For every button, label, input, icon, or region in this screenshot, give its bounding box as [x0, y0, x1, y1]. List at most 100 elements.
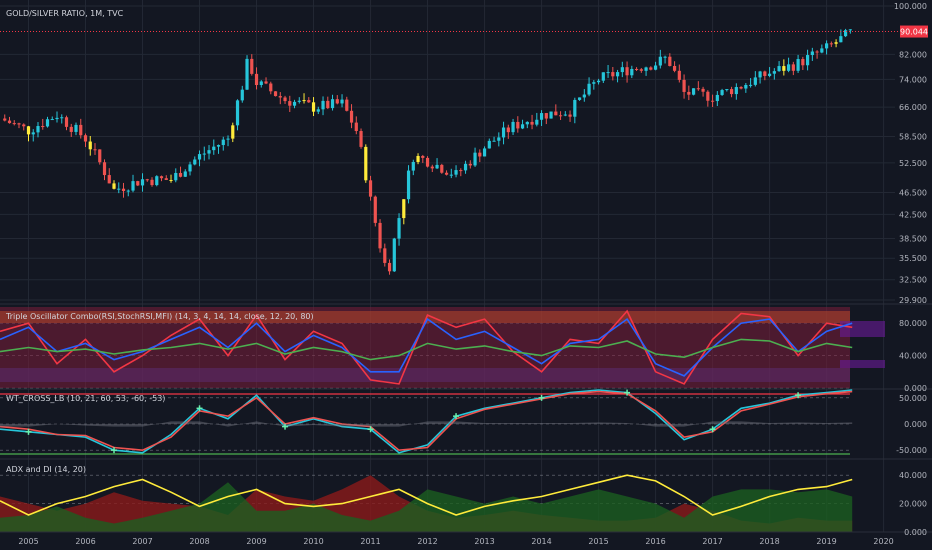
candle-body	[691, 88, 696, 95]
candle-body	[226, 138, 230, 140]
candle-body	[174, 172, 178, 181]
candle-body	[554, 111, 558, 116]
x-tick-label: 2019	[816, 537, 836, 546]
candle-body	[653, 65, 658, 70]
candle-body	[577, 97, 582, 100]
x-tick-label: 2011	[360, 537, 380, 546]
candle-body	[335, 99, 339, 104]
candle-body	[340, 99, 344, 104]
candle-body	[302, 100, 306, 102]
candle-body	[473, 152, 477, 166]
candle-body	[159, 176, 164, 179]
y-tick-label: 58.500	[899, 133, 927, 142]
candle-body	[183, 171, 187, 177]
candle-body	[720, 90, 724, 95]
candle-body	[748, 84, 753, 86]
candle-body	[145, 179, 149, 181]
y-tick-label: 50.000	[899, 394, 927, 403]
last-price-badge	[900, 25, 928, 38]
y-tick-label: 52.500	[899, 159, 927, 168]
y-tick-label: 29.900	[899, 296, 927, 305]
candle-body	[786, 64, 791, 71]
candle-body	[535, 119, 539, 125]
candle-body	[582, 94, 586, 98]
x-tick-label: 2008	[189, 537, 209, 546]
candle-body	[568, 114, 572, 117]
candle-body	[221, 139, 225, 146]
candle-body	[373, 196, 377, 223]
candle-body	[634, 68, 639, 70]
candle-body	[259, 81, 263, 86]
candle-body	[22, 124, 26, 127]
candle-body	[753, 77, 757, 85]
candle-body	[839, 36, 843, 43]
candle-body	[739, 87, 743, 89]
candle-body	[497, 137, 501, 141]
candle-body	[307, 100, 311, 103]
candle-body	[668, 56, 672, 66]
candle-body	[544, 113, 548, 119]
candle-body	[107, 175, 111, 184]
candle-body	[810, 51, 814, 56]
y-tick-label: -50.000	[896, 446, 927, 455]
candle-body	[725, 89, 729, 91]
x-tick-label: 2005	[18, 537, 38, 546]
x-tick-label: 2010	[303, 537, 323, 546]
candle-body	[615, 72, 620, 77]
candle-body	[354, 122, 358, 132]
candle-body	[672, 65, 677, 71]
candle-body	[278, 96, 282, 98]
candle-body	[824, 43, 829, 49]
candle-body	[587, 83, 591, 95]
candle-body	[620, 67, 624, 73]
candle-body	[126, 190, 130, 192]
candle-body	[525, 121, 529, 125]
chart-marks: 90.044	[0, 25, 928, 532]
candle-body	[463, 163, 468, 171]
x-tick-label: 2012	[417, 537, 437, 546]
x-tick-label: 2013	[474, 537, 494, 546]
candle-body	[843, 30, 848, 37]
candle-body	[744, 84, 748, 89]
candle-body	[710, 100, 715, 102]
grid	[0, 0, 932, 533]
candle-body	[297, 100, 301, 102]
candle-body	[406, 170, 411, 200]
candle-body	[155, 176, 159, 186]
y-tick-label: 35.500	[899, 254, 927, 263]
candle-body	[696, 88, 700, 90]
candle-body	[687, 91, 691, 95]
candle-body	[801, 59, 805, 66]
candle-body	[26, 126, 31, 135]
candle-body	[402, 199, 406, 219]
candle-body	[131, 181, 135, 191]
candle-body	[658, 56, 662, 66]
candle-body	[454, 170, 458, 175]
candle-body	[250, 58, 254, 74]
candle-body	[444, 172, 449, 175]
y-tick-label: 46.500	[899, 188, 927, 197]
candle-body	[549, 111, 553, 119]
candle-body	[573, 99, 577, 117]
x-tick-label: 2015	[588, 537, 608, 546]
candle-body	[117, 188, 121, 190]
candle-body	[345, 99, 349, 111]
candle-body	[231, 125, 235, 139]
candle-body	[383, 248, 387, 263]
adx-title: ADX and DI (14, 20)	[6, 465, 86, 474]
candle-body	[288, 101, 292, 106]
candle-body	[596, 80, 601, 83]
candle-body	[330, 99, 335, 109]
oscillator-title: Triple Oscillator Combo(RSI,StochRSI,MFI…	[5, 312, 314, 321]
candle-body	[254, 73, 259, 86]
candle-body	[563, 114, 567, 116]
candle-body	[264, 81, 268, 84]
candle-body	[359, 131, 363, 147]
candle-body	[364, 146, 368, 181]
candle-body	[273, 91, 278, 97]
candle-body	[487, 140, 491, 149]
x-tick-label: 2006	[75, 537, 95, 546]
candle-body	[140, 179, 145, 186]
